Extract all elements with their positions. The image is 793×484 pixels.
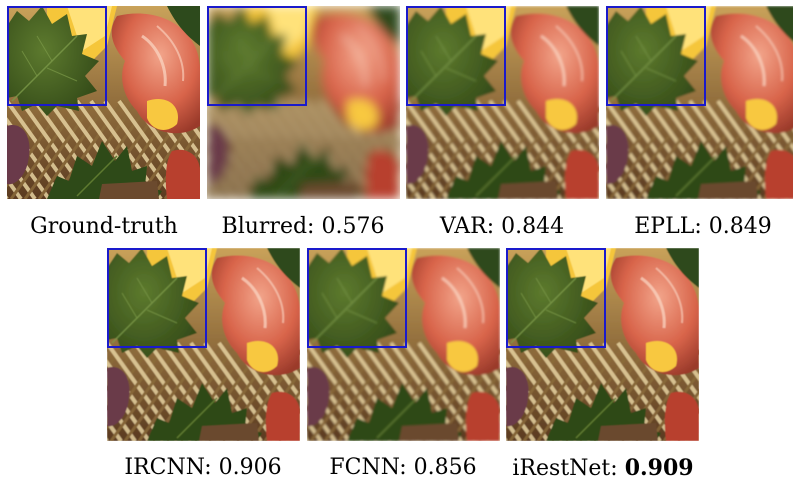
panel-fcnn [307,248,500,441]
photo-content [107,248,300,441]
panel-blurred [207,6,400,199]
photo-content [207,6,400,199]
photo-image [307,248,500,441]
caption-blurred: Blurred: 0.576 [183,214,423,240]
caption-irestnet: iRestNet: 0.909 [483,455,723,482]
photo-image [207,6,400,199]
panel-ground-truth [7,6,200,199]
inset-box [107,248,207,348]
panel-epll [606,6,793,199]
photo-image [107,248,300,441]
caption-score: 0.906 [218,455,282,480]
caption-ground-truth: Ground-truth [0,214,224,240]
inset-box [506,248,606,348]
photo-content [307,248,500,441]
caption-fcnn: FCNN: 0.856 [283,455,523,481]
panel-ircnn [107,248,300,441]
photo-content [506,248,699,441]
photo-content [7,6,200,199]
inset-box [406,6,506,106]
inset-box [606,6,706,106]
caption-score: 0.909 [624,455,694,481]
caption-label: iRestNet: [512,456,618,481]
caption-epll: EPLL: 0.849 [583,214,793,240]
caption-label: EPLL: [634,214,702,239]
inset-box [7,6,107,106]
caption-ircnn: IRCNN: 0.906 [83,455,323,481]
photo-image [606,6,793,199]
caption-label: Blurred: [221,214,315,239]
inset-box [307,248,407,348]
photo-content [606,6,793,199]
caption-score: 0.856 [413,455,477,480]
caption-label: FCNN: [329,455,407,480]
photo-image [7,6,200,199]
caption-label: Ground-truth [30,214,178,239]
caption-score: 0.844 [501,214,565,239]
panel-var [406,6,599,199]
photo-image [406,6,599,199]
photo-image [506,248,699,441]
inset-box [207,6,307,106]
caption-score: 0.576 [321,214,385,239]
caption-label: VAR: [439,214,495,239]
panel-irestnet [506,248,699,441]
caption-var: VAR: 0.844 [382,214,622,240]
caption-label: IRCNN: [124,455,212,480]
caption-score: 0.849 [708,214,772,239]
photo-content [406,6,599,199]
